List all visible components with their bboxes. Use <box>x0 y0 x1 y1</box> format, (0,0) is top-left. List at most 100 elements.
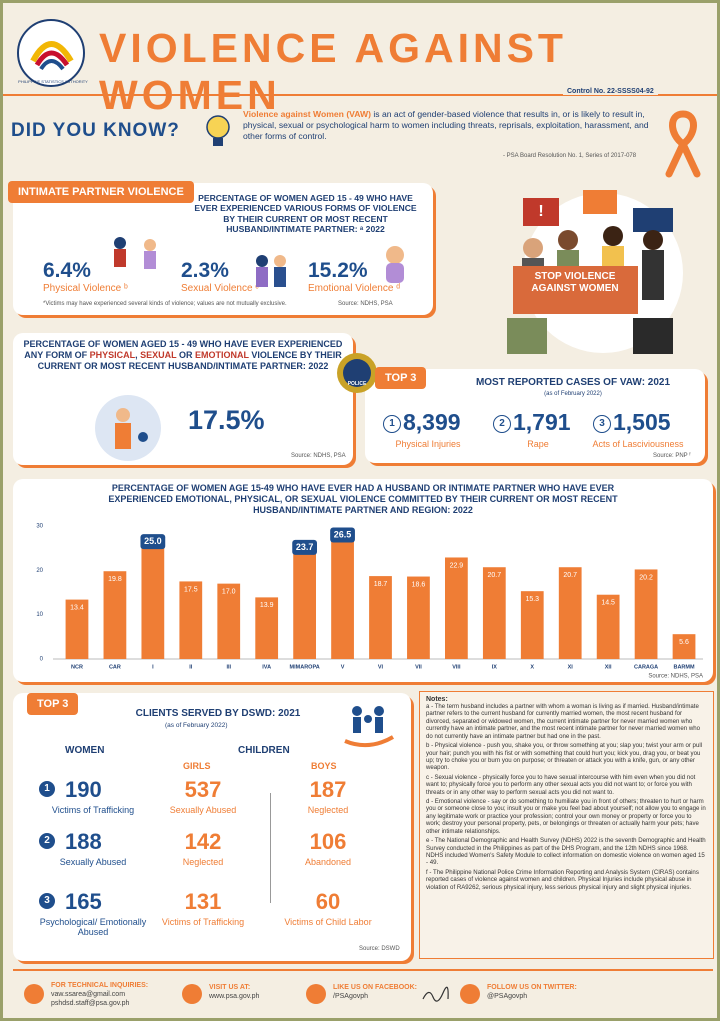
police-badge <box>337 353 377 393</box>
women-value: 165 <box>65 889 102 914</box>
website: www.psa.gov.ph <box>209 993 260 1001</box>
title-part: SEXUAL <box>140 349 177 360</box>
case-value: 1,791 <box>513 409 571 435</box>
boys-label: Neglected <box>307 805 349 815</box>
value-label: 17.5 <box>184 586 198 593</box>
value-label: 18.6 <box>412 581 426 588</box>
facebook: LIKE US ON FACEBOOK: /PSAgovph <box>333 983 417 1001</box>
case-value: 1,505 <box>613 409 671 435</box>
title-part: OR <box>179 349 193 360</box>
y-tick-label: 0 <box>40 657 44 663</box>
visit: VISIT US AT: www.psa.gov.ph <box>209 983 259 1001</box>
control-no: Control No. 22-SSSS04-92 <box>563 88 658 95</box>
stat-value: 6.4% <box>43 259 91 282</box>
x-tick-label: III <box>226 664 231 670</box>
case-value: 8,399 <box>403 409 461 435</box>
value-label-box <box>292 539 317 555</box>
bar <box>369 576 392 659</box>
girls-value: 131 <box>184 889 222 914</box>
stat-value: 2.3% <box>181 259 229 282</box>
twitter: FOLLOW US ON TWITTER: @PSAgovph <box>487 983 577 1001</box>
title-part: , <box>135 349 138 360</box>
clients-source: Source: DSWD <box>359 946 400 952</box>
region-chart: PERCENTAGE OF WOMEN AGE 15-49 WHO HAVE E… <box>36 483 703 680</box>
stat: 2.3% Sexual Violence ᶜ <box>181 259 259 294</box>
y-tick-label: 20 <box>36 568 43 574</box>
note: b - Physical violence - push you, shake … <box>426 742 703 772</box>
ipv-card <box>13 183 433 315</box>
women-rank: 2 <box>39 833 55 849</box>
x-tick-label: V <box>341 664 345 670</box>
women-rank: 3 <box>39 893 55 909</box>
bar <box>634 569 658 659</box>
vaw-term: Violence against Women (VAW) <box>243 109 371 119</box>
boys-heading: BOYS <box>311 761 337 771</box>
boys-value: 187 <box>309 777 347 802</box>
note: c - Sexual violence - physically force y… <box>426 773 696 796</box>
bar <box>255 597 279 659</box>
note: f - The Philippine National Police Crime… <box>426 868 699 891</box>
value-label: 26.5 <box>334 529 352 539</box>
inquiries-heading: FOR TECHNICAL INQUIRIES: <box>51 982 149 989</box>
footer: FOR TECHNICAL INQUIRIES: vaw.ssarea@gmail… <box>13 969 713 1017</box>
stat-label: Physical Violence ᵇ <box>43 283 128 294</box>
icon-emotional <box>386 246 404 283</box>
x-tick-label: CARAGA <box>634 664 658 670</box>
value-label: 20.7 <box>488 572 502 579</box>
clients-title: CLIENTS SERVED BY DSWD: 2021 <box>135 708 301 719</box>
bar <box>407 576 430 659</box>
bar <box>558 567 582 659</box>
bar <box>179 581 203 659</box>
title: VIOLENCE AGAINST WOMEN <box>99 25 567 118</box>
x-tick-label: NCR <box>71 664 83 670</box>
women-heading: WOMEN <box>65 745 105 756</box>
any-form-card <box>13 333 353 465</box>
value-label: 17.0 <box>222 588 236 595</box>
bar <box>596 594 620 659</box>
cases-subtitle: (as of February 2022) <box>544 391 602 397</box>
bar <box>445 557 468 659</box>
bar <box>331 541 354 659</box>
twitter-heading: FOLLOW US ON TWITTER: <box>487 984 577 991</box>
ipv-source: Source: NDHS, PSA <box>338 301 393 307</box>
vaw-definition: Violence against Women (VAW) is an act o… <box>243 109 653 143</box>
girls-value: 142 <box>184 829 222 854</box>
inquiries: FOR TECHNICAL INQUIRIES: vaw.ssarea@gmail… <box>51 981 148 1008</box>
children-heading: CHILDREN <box>238 745 290 756</box>
value-label: 20.2 <box>639 574 653 581</box>
notes-heading: Notes: <box>426 696 448 703</box>
y-tick-label: 10 <box>36 612 43 618</box>
x-tick-label: IVA <box>262 664 271 670</box>
bar <box>293 553 316 659</box>
x-tick-label: VIII <box>452 664 461 670</box>
clients-tag: TOP 3 <box>27 693 79 715</box>
bar <box>217 583 241 659</box>
twitter-icon <box>460 984 480 1004</box>
notes-box: Notes: a - The term husband includes a p… <box>419 691 714 959</box>
family-icon <box>344 706 395 748</box>
signature <box>422 986 449 1002</box>
cases-source: Source: PNP ᶠ <box>653 453 691 459</box>
y-tick-label: 30 <box>36 524 43 530</box>
stat: 15.2% Emotional Violence ᵈ <box>308 259 400 294</box>
ipv-footnote: *Victims may have experienced several ki… <box>43 301 287 307</box>
divider <box>270 793 271 903</box>
visit-heading: VISIT US AT: <box>209 984 251 991</box>
case-rank: 2 <box>493 415 511 433</box>
email: vaw.ssarea@gmail.com <box>51 991 126 999</box>
title-part: EMOTIONAL <box>195 349 249 360</box>
ipv-title: PERCENTAGE OF WOMEN AGED 15 - 49 WHO HAV… <box>194 193 417 234</box>
stat: 6.4% Physical Violence ᵇ <box>43 259 128 294</box>
value-label-box <box>330 527 355 543</box>
case-label: Rape <box>527 439 549 449</box>
women-label: Victims of Trafficking <box>51 805 135 815</box>
title-part: VIOLENCE BY THEIR CURRENT OR MOST RECENT… <box>37 349 342 371</box>
email: pshdsd.staff@psa.gov.ph <box>51 1000 130 1008</box>
icon-physical <box>114 237 156 269</box>
x-tick-label: II <box>189 664 193 670</box>
women-value: 190 <box>65 777 102 802</box>
note: d - Emotional violence - say or do somet… <box>426 798 706 835</box>
women-value: 188 <box>65 829 102 854</box>
twitter-handle: @PSAgovph <box>487 993 528 1001</box>
